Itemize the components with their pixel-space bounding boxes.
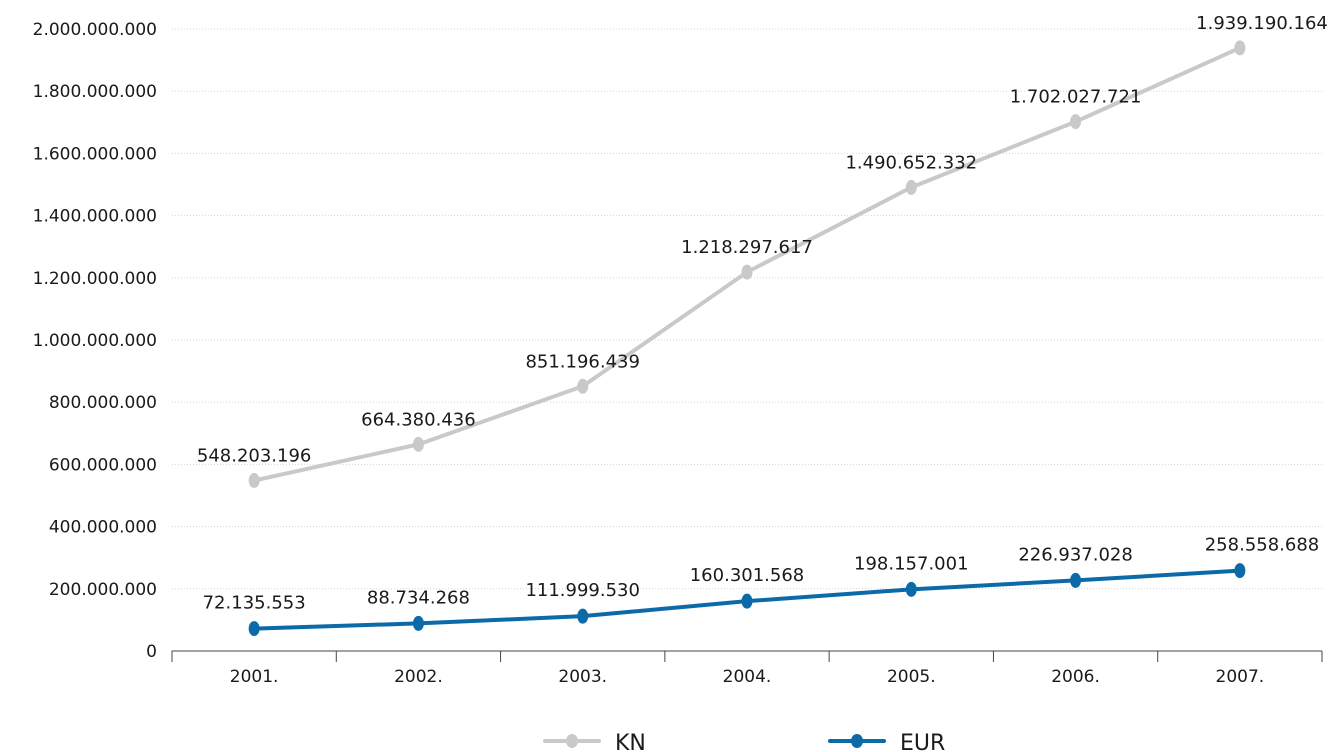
data-label-kn: 1.490.652.332 <box>845 152 977 173</box>
legend-marker-eur <box>851 734 863 748</box>
x-tick-label: 2005. <box>887 667 936 687</box>
data-label-eur: 160.301.568 <box>690 565 805 586</box>
y-tick-label: 1.600.000.000 <box>33 144 157 164</box>
x-axis: 2001. 2002. 2003. 2004. 2005. 2006. 2007. <box>171 650 1323 687</box>
data-point-kn <box>412 436 424 452</box>
x-tick-label: 2007. <box>1216 667 1265 687</box>
data-point-eur <box>741 593 753 609</box>
data-point-kn <box>905 179 917 195</box>
data-label-kn: 664.380.436 <box>361 409 476 430</box>
y-axis: 0 200.000.000 400.000.000 600.000.000 800.00… <box>33 20 157 662</box>
x-tick-label: 2001. <box>230 667 279 687</box>
y-tick-label: 600.000.000 <box>49 455 157 475</box>
data-point-kn <box>577 378 589 394</box>
data-label-eur: 198.157.001 <box>854 553 969 574</box>
data-point-kn <box>1234 40 1246 56</box>
y-tick-label: 200.000.000 <box>49 580 157 600</box>
y-tick-label: 1.400.000.000 <box>33 207 157 227</box>
data-label-kn: 851.196.439 <box>525 351 640 372</box>
y-tick-label: 2.000.000.000 <box>33 20 157 40</box>
data-point-eur <box>1234 563 1246 579</box>
x-tick-label: 2002. <box>394 667 443 687</box>
legend-label-eur: EUR <box>900 731 945 752</box>
y-tick-label: 400.000.000 <box>49 518 157 538</box>
data-point-eur <box>412 615 424 631</box>
y-tick-label: 1.000.000.000 <box>33 331 157 351</box>
data-point-kn <box>248 473 260 489</box>
data-label-eur: 111.999.530 <box>525 580 640 601</box>
legend-marker-kn <box>566 734 578 748</box>
y-tick-label: 800.000.000 <box>49 393 157 413</box>
y-tick-label: 0 <box>146 642 157 662</box>
x-tick-label: 2003. <box>558 667 607 687</box>
data-label-eur: 88.734.268 <box>367 587 470 608</box>
y-tick-label: 1.200.000.000 <box>33 269 157 289</box>
data-label-kn: 548.203.196 <box>197 446 312 467</box>
data-point-eur <box>1070 572 1082 588</box>
legend-label-kn: KN <box>615 731 646 752</box>
x-tick-label: 2006. <box>1051 667 1100 687</box>
data-point-kn <box>1070 114 1082 130</box>
series-group: 548.203.196 664.380.436 851.196.439 1.218.2… <box>197 13 1328 637</box>
data-label-eur: 258.558.688 <box>1205 535 1320 556</box>
data-point-eur <box>248 621 260 637</box>
data-label-kn: 1.702.027.721 <box>1010 87 1142 108</box>
data-label-kn: 1.218.297.617 <box>681 237 813 258</box>
y-tick-label: 1.800.000.000 <box>33 82 157 102</box>
grid-lines <box>172 28 1322 590</box>
x-tick-label: 2004. <box>723 667 772 687</box>
data-label-kn: 1.939.190.164 <box>1196 13 1328 34</box>
data-point-eur <box>577 608 589 624</box>
data-point-eur <box>905 581 917 597</box>
data-label-eur: 226.937.028 <box>1018 544 1133 565</box>
data-label-eur: 72.135.553 <box>203 593 306 614</box>
data-point-kn <box>741 264 753 280</box>
legend: KN EUR <box>543 731 945 752</box>
